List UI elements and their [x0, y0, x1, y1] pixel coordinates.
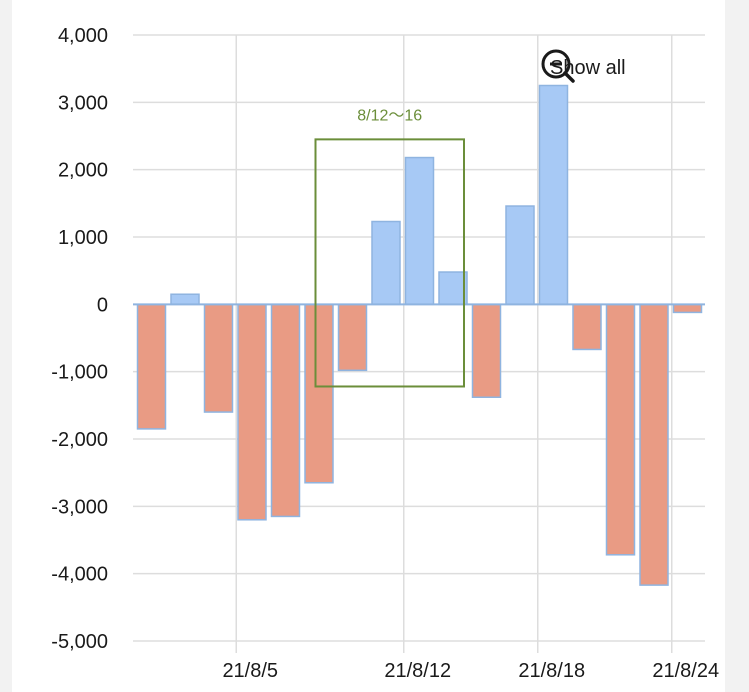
show-all-button[interactable]: Show all: [540, 48, 626, 88]
bar[interactable]: [203, 303, 234, 413]
bar[interactable]: [538, 84, 569, 306]
bar[interactable]: [438, 271, 468, 306]
bar[interactable]: [404, 156, 435, 306]
bar[interactable]: [270, 303, 301, 518]
y-tick-label: -2,000: [51, 429, 108, 451]
bar[interactable]: [605, 303, 636, 556]
bar[interactable]: [371, 220, 401, 306]
y-tick-label: -5,000: [51, 631, 108, 653]
x-tick-label: 21/8/12: [384, 660, 451, 682]
zoom-out-icon: [541, 49, 575, 83]
bar[interactable]: [237, 303, 267, 521]
y-tick-label: 2,000: [58, 160, 108, 182]
x-axis-labels: 21/8/5 21/8/12 21/8/18 21/8/24: [222, 660, 719, 682]
bar[interactable]: [471, 303, 502, 399]
annotation-box: [314, 138, 465, 388]
bar[interactable]: [639, 303, 669, 586]
bar[interactable]: [170, 293, 200, 306]
x-tick-label: 21/8/5: [222, 660, 278, 682]
bar[interactable]: [572, 303, 602, 351]
x-tick-label: 21/8/24: [652, 660, 719, 682]
y-tick-label: 4,000: [58, 25, 108, 47]
y-tick-label: 0: [97, 294, 108, 316]
y-tick-label: 1,000: [58, 227, 108, 249]
annotation: 8/12～16: [314, 107, 465, 388]
bars: [136, 84, 703, 586]
annotation-label: 8/12～16: [357, 107, 422, 124]
y-tick-label: -4,000: [51, 564, 108, 586]
bar[interactable]: [304, 303, 334, 484]
y-tick-label: 3,000: [58, 92, 108, 114]
bar[interactable]: [337, 303, 368, 372]
y-tick-label: -1,000: [51, 362, 108, 384]
bar[interactable]: [672, 303, 703, 314]
bar[interactable]: [136, 303, 167, 430]
bar[interactable]: [505, 205, 535, 306]
y-tick-label: -3,000: [51, 496, 108, 518]
x-tick-label: 21/8/18: [518, 660, 585, 682]
y-axis-labels: 4,000 3,000 2,000 1,000 0 -1,000 -2,000 -3,000 -…: [51, 25, 108, 653]
